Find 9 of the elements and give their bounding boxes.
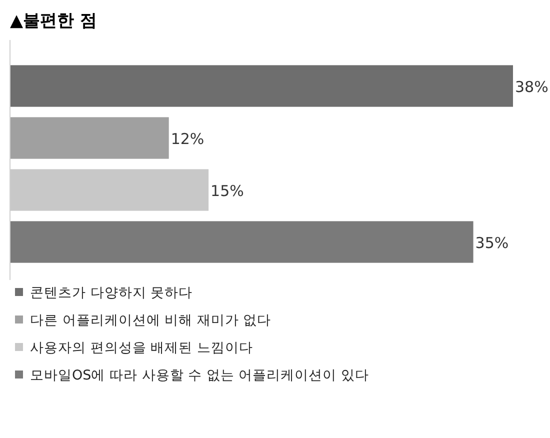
data-label: 12% — [170, 130, 204, 148]
data-label: 15% — [210, 182, 244, 200]
data-label: 35% — [475, 234, 509, 252]
legend-label: 사용자의 편의성을 배제된 느낌이다 — [30, 340, 253, 356]
legend-label: 콘텐츠가 다양하지 못하다 — [30, 285, 193, 301]
chart-title: ▲불편한 점 — [10, 11, 97, 31]
legend-label: 다른 어플리케이션에 비해 재미가 없다 — [30, 312, 272, 328]
legend-label: 모바일OS에 따라 사용할 수 없는 어플리케이션이 있다 — [30, 368, 369, 384]
data-label: 38% — [515, 78, 548, 96]
